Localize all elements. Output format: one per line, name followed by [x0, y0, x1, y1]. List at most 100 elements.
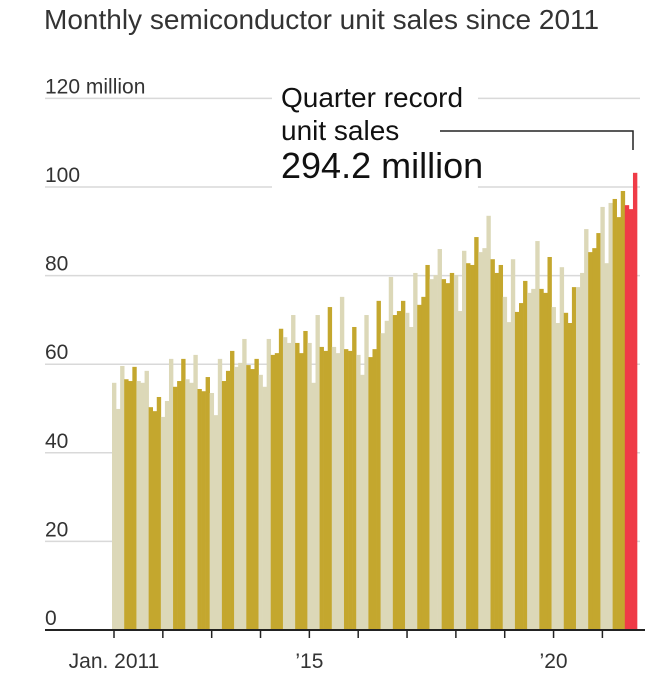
bar — [250, 369, 255, 630]
bar — [441, 279, 447, 630]
bar — [478, 252, 483, 630]
bar — [234, 366, 239, 630]
bar — [580, 272, 585, 630]
annotation-leader-line — [440, 130, 634, 150]
bar — [632, 172, 638, 630]
bar — [120, 365, 125, 630]
annotation-line1: Quarter record — [281, 82, 463, 113]
bar — [466, 263, 471, 630]
bar — [624, 205, 630, 630]
bar — [352, 326, 357, 630]
y-tick-label: 60 — [45, 341, 68, 364]
bar — [205, 377, 210, 630]
bar — [392, 315, 398, 630]
bar — [164, 400, 170, 630]
bar — [160, 416, 166, 630]
bars — [112, 172, 638, 631]
bar — [242, 338, 247, 630]
x-tick-label: ’20 — [540, 650, 568, 673]
bar — [559, 267, 565, 630]
bar — [299, 353, 304, 630]
bar — [152, 411, 158, 630]
bar — [584, 229, 589, 630]
bar — [506, 322, 512, 630]
bar — [372, 349, 377, 630]
y-tick-label: 20 — [45, 518, 68, 541]
bar — [498, 264, 504, 630]
bar — [254, 358, 259, 630]
bar — [319, 346, 324, 630]
bar — [575, 287, 581, 630]
bar — [457, 311, 463, 630]
bar — [433, 275, 438, 630]
bar — [368, 357, 373, 630]
bar — [388, 276, 394, 630]
bar — [221, 381, 227, 630]
bar — [384, 320, 390, 630]
bar — [470, 264, 475, 630]
bar — [380, 333, 385, 630]
bar — [246, 365, 251, 630]
bar — [376, 300, 381, 630]
bar — [551, 307, 556, 630]
bar — [616, 217, 622, 630]
bar — [563, 312, 569, 630]
bar — [348, 350, 353, 630]
annotation-value: 294.2 million — [281, 145, 483, 186]
bar — [596, 233, 601, 630]
bar — [335, 353, 341, 630]
bar — [453, 275, 459, 630]
bar — [278, 328, 284, 630]
bar — [437, 249, 442, 630]
bar — [132, 366, 137, 630]
bar — [217, 358, 223, 630]
bar — [331, 346, 337, 630]
bar — [417, 304, 422, 630]
bar — [514, 311, 520, 630]
bar — [225, 370, 231, 630]
bar — [295, 342, 300, 630]
bar — [405, 312, 410, 630]
bar — [571, 287, 577, 630]
bar — [502, 296, 508, 630]
bar — [209, 392, 215, 630]
bar — [396, 311, 402, 630]
bar — [356, 354, 361, 630]
bar — [413, 272, 418, 630]
bar — [287, 342, 292, 630]
bar — [360, 374, 365, 630]
bar — [425, 264, 430, 630]
bar — [230, 350, 235, 630]
bar — [612, 198, 617, 630]
bar — [449, 272, 455, 630]
bar — [327, 307, 333, 630]
bar — [486, 215, 491, 631]
bar — [555, 323, 560, 630]
bar — [181, 358, 186, 630]
bar — [409, 326, 414, 630]
bar — [592, 248, 597, 630]
bar — [270, 354, 276, 630]
y-tick-label: 120 million — [45, 75, 145, 98]
bar — [547, 256, 552, 630]
bar — [539, 288, 544, 630]
record-annotation: Quarter record unit sales 294.2 million — [272, 80, 634, 190]
bar — [173, 386, 178, 630]
bar — [510, 259, 516, 630]
bar — [628, 209, 634, 630]
bar — [523, 280, 528, 630]
bar — [535, 241, 540, 630]
bar — [588, 252, 593, 630]
bar — [311, 382, 316, 630]
bar — [567, 323, 573, 630]
bar — [608, 202, 613, 630]
bar — [128, 381, 133, 630]
bar — [112, 382, 117, 630]
bar — [482, 248, 487, 630]
bar — [177, 381, 182, 630]
bar — [303, 330, 308, 630]
bar — [315, 315, 320, 630]
bar — [168, 358, 174, 630]
bar — [421, 296, 426, 630]
